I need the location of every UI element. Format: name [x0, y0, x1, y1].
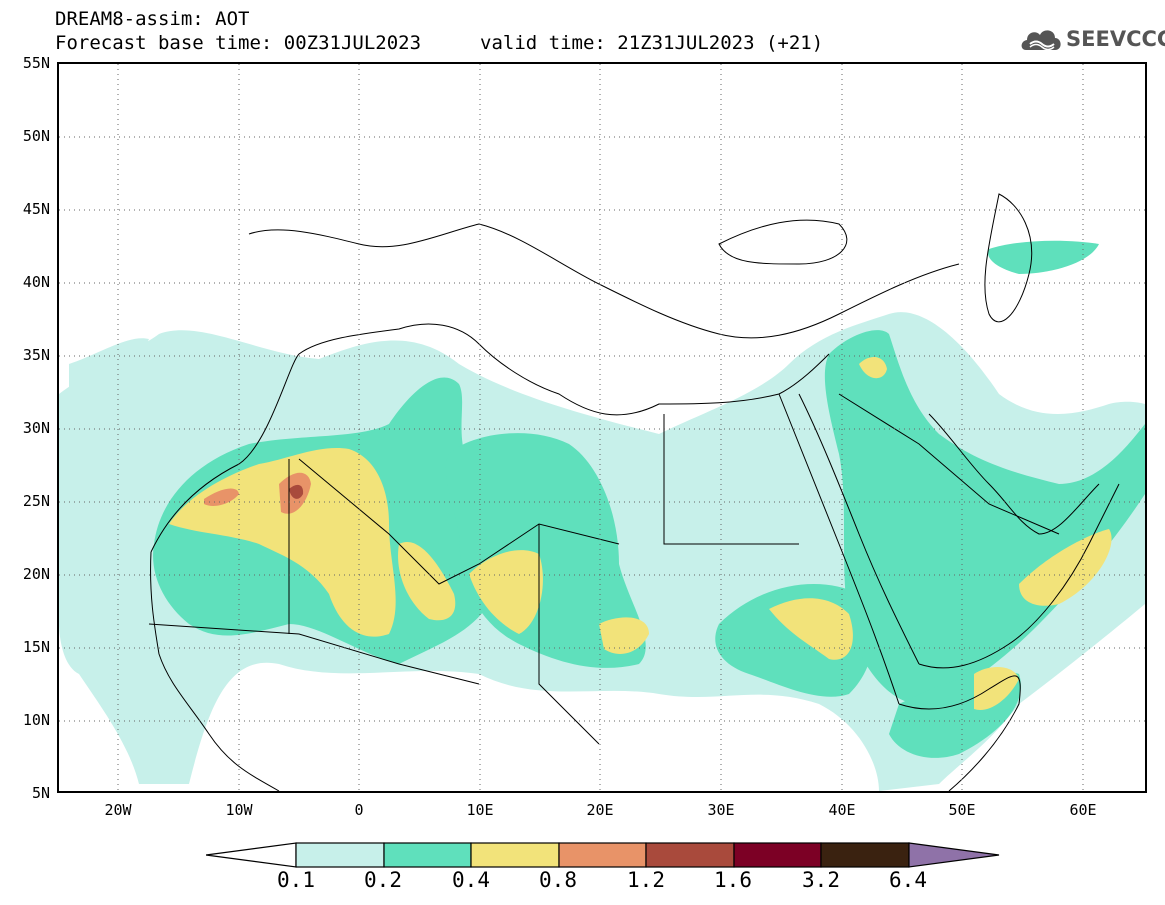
- aot-light-zone-north: [69, 338, 149, 389]
- black-sea: [718, 219, 848, 265]
- aot-red-zone: [289, 484, 304, 499]
- horn-africa: [898, 675, 1021, 791]
- lat-label-40n: 40N: [22, 273, 50, 291]
- west-africa-coast: [150, 551, 280, 791]
- persian-gulf: [928, 413, 1100, 535]
- border-1: [298, 458, 620, 585]
- valid-time: valid time: 21Z31JUL2023 (+21): [480, 32, 824, 54]
- colorbar-bin-7: [820, 842, 910, 868]
- map-panel[interactable]: [57, 62, 1147, 793]
- border-6: [148, 623, 480, 685]
- arabia-coast: [918, 483, 1120, 669]
- europe-coast: [248, 223, 960, 339]
- aot-orange-zone-west: [204, 488, 239, 506]
- aot-map[interactable]: [59, 64, 1145, 791]
- lat-label-35n: 35N: [22, 346, 50, 364]
- colorbar-high-arrow: [908, 842, 1000, 868]
- lon-label-50e: 50E: [948, 801, 976, 819]
- colorbar-bin-3: [470, 842, 560, 868]
- lon-label-20w: 20W: [104, 801, 132, 819]
- aot-yellow-zone-redsea: [769, 598, 853, 660]
- colorbar-label-0-8: 0.8: [539, 868, 577, 892]
- lat-label-15n: 15N: [22, 638, 50, 656]
- lon-label-10e: 10E: [466, 801, 494, 819]
- colorbar-label-0-2: 0.2: [364, 868, 402, 892]
- lon-label-10w: 10W: [225, 801, 253, 819]
- lat-label-45n: 45N: [22, 200, 50, 218]
- aot-yellow-zone-iraq: [859, 357, 887, 379]
- lon-label-0: 0: [354, 801, 364, 819]
- aot-yellow-zone-chad: [398, 542, 456, 621]
- lat-label-10n: 10N: [22, 711, 50, 729]
- colorbar-bin-2: [383, 842, 472, 868]
- lon-label-40e: 40E: [828, 801, 856, 819]
- colorbar-bin-1: [295, 842, 385, 868]
- red-sea-west: [778, 393, 900, 705]
- aot-medium-zone-arabia: [824, 330, 1145, 704]
- lon-label-20e: 20E: [586, 801, 614, 819]
- colorbar-label-6-4: 6.4: [889, 868, 927, 892]
- colorbar: [206, 842, 1000, 868]
- logo-text: SEEVCCC: [1066, 27, 1165, 51]
- lat-label-30n: 30N: [22, 419, 50, 437]
- lat-label-25n: 25N: [22, 492, 50, 510]
- aot-yellow-zone-central: [469, 550, 543, 634]
- colorbar-bin-4: [558, 842, 647, 868]
- aot-medium-zone-caspian: [988, 240, 1099, 274]
- lat-label-50n: 50N: [22, 127, 50, 145]
- aot-yellow-zone-sudan: [599, 617, 649, 654]
- colorbar-label-1-2: 1.2: [627, 868, 665, 892]
- cloud-icon: [1021, 30, 1061, 51]
- grid: [59, 64, 1145, 791]
- border-5: [538, 524, 600, 745]
- lat-label-5n: 5N: [31, 784, 50, 802]
- seevccc-logo: SEEVCCC: [1018, 22, 1165, 58]
- aot-yellow-zone-oman: [1019, 529, 1112, 606]
- colorbar-low-arrow: [206, 842, 297, 868]
- north-africa-coast: [150, 323, 830, 553]
- lon-label-60e: 60E: [1069, 801, 1097, 819]
- caspian-sea: [984, 193, 1033, 323]
- colorbar-label-1-6: 1.6: [714, 868, 752, 892]
- colorbar-label-3-2: 3.2: [802, 868, 840, 892]
- border-4: [838, 393, 1060, 535]
- lon-label-30e: 30E: [707, 801, 735, 819]
- border-3: [663, 414, 799, 545]
- colorbar-bin-6: [733, 842, 822, 868]
- map-title: DREAM8-assim: AOT: [55, 8, 250, 30]
- colorbar-label-0-1: 0.1: [277, 868, 315, 892]
- red-sea-east: [798, 393, 920, 665]
- colorbar-label-0-4: 0.4: [452, 868, 490, 892]
- forecast-base-time: Forecast base time: 00Z31JUL2023: [55, 32, 422, 54]
- lat-label-20n: 20N: [22, 565, 50, 583]
- aot-field: [59, 240, 1145, 791]
- colorbar-bin-5: [645, 842, 735, 868]
- lat-label-55n: 55N: [22, 54, 50, 72]
